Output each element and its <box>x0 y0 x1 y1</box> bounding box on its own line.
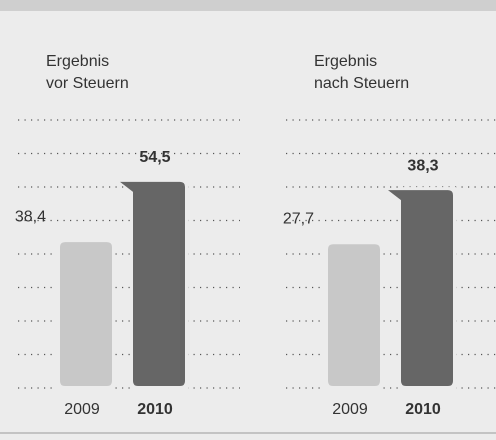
bar <box>120 181 185 386</box>
header-strip <box>0 0 496 11</box>
value-label: 38,3 <box>407 157 438 174</box>
category-label: 2009 <box>332 401 368 418</box>
bar <box>60 242 112 386</box>
category-label: 2010 <box>137 401 173 418</box>
chart-title: Ergebnis <box>46 53 109 70</box>
category-label: 2009 <box>64 401 100 418</box>
chart-title: vor Steuern <box>46 75 129 92</box>
value-label: 54,5 <box>139 149 170 166</box>
chart-title: Ergebnis <box>314 53 377 70</box>
bar <box>388 190 453 386</box>
value-label: 27,7 <box>283 211 314 228</box>
bar <box>328 244 380 386</box>
category-label: 2010 <box>405 401 441 418</box>
chart-title: nach Steuern <box>314 75 409 92</box>
value-label: 38,4 <box>15 208 46 225</box>
